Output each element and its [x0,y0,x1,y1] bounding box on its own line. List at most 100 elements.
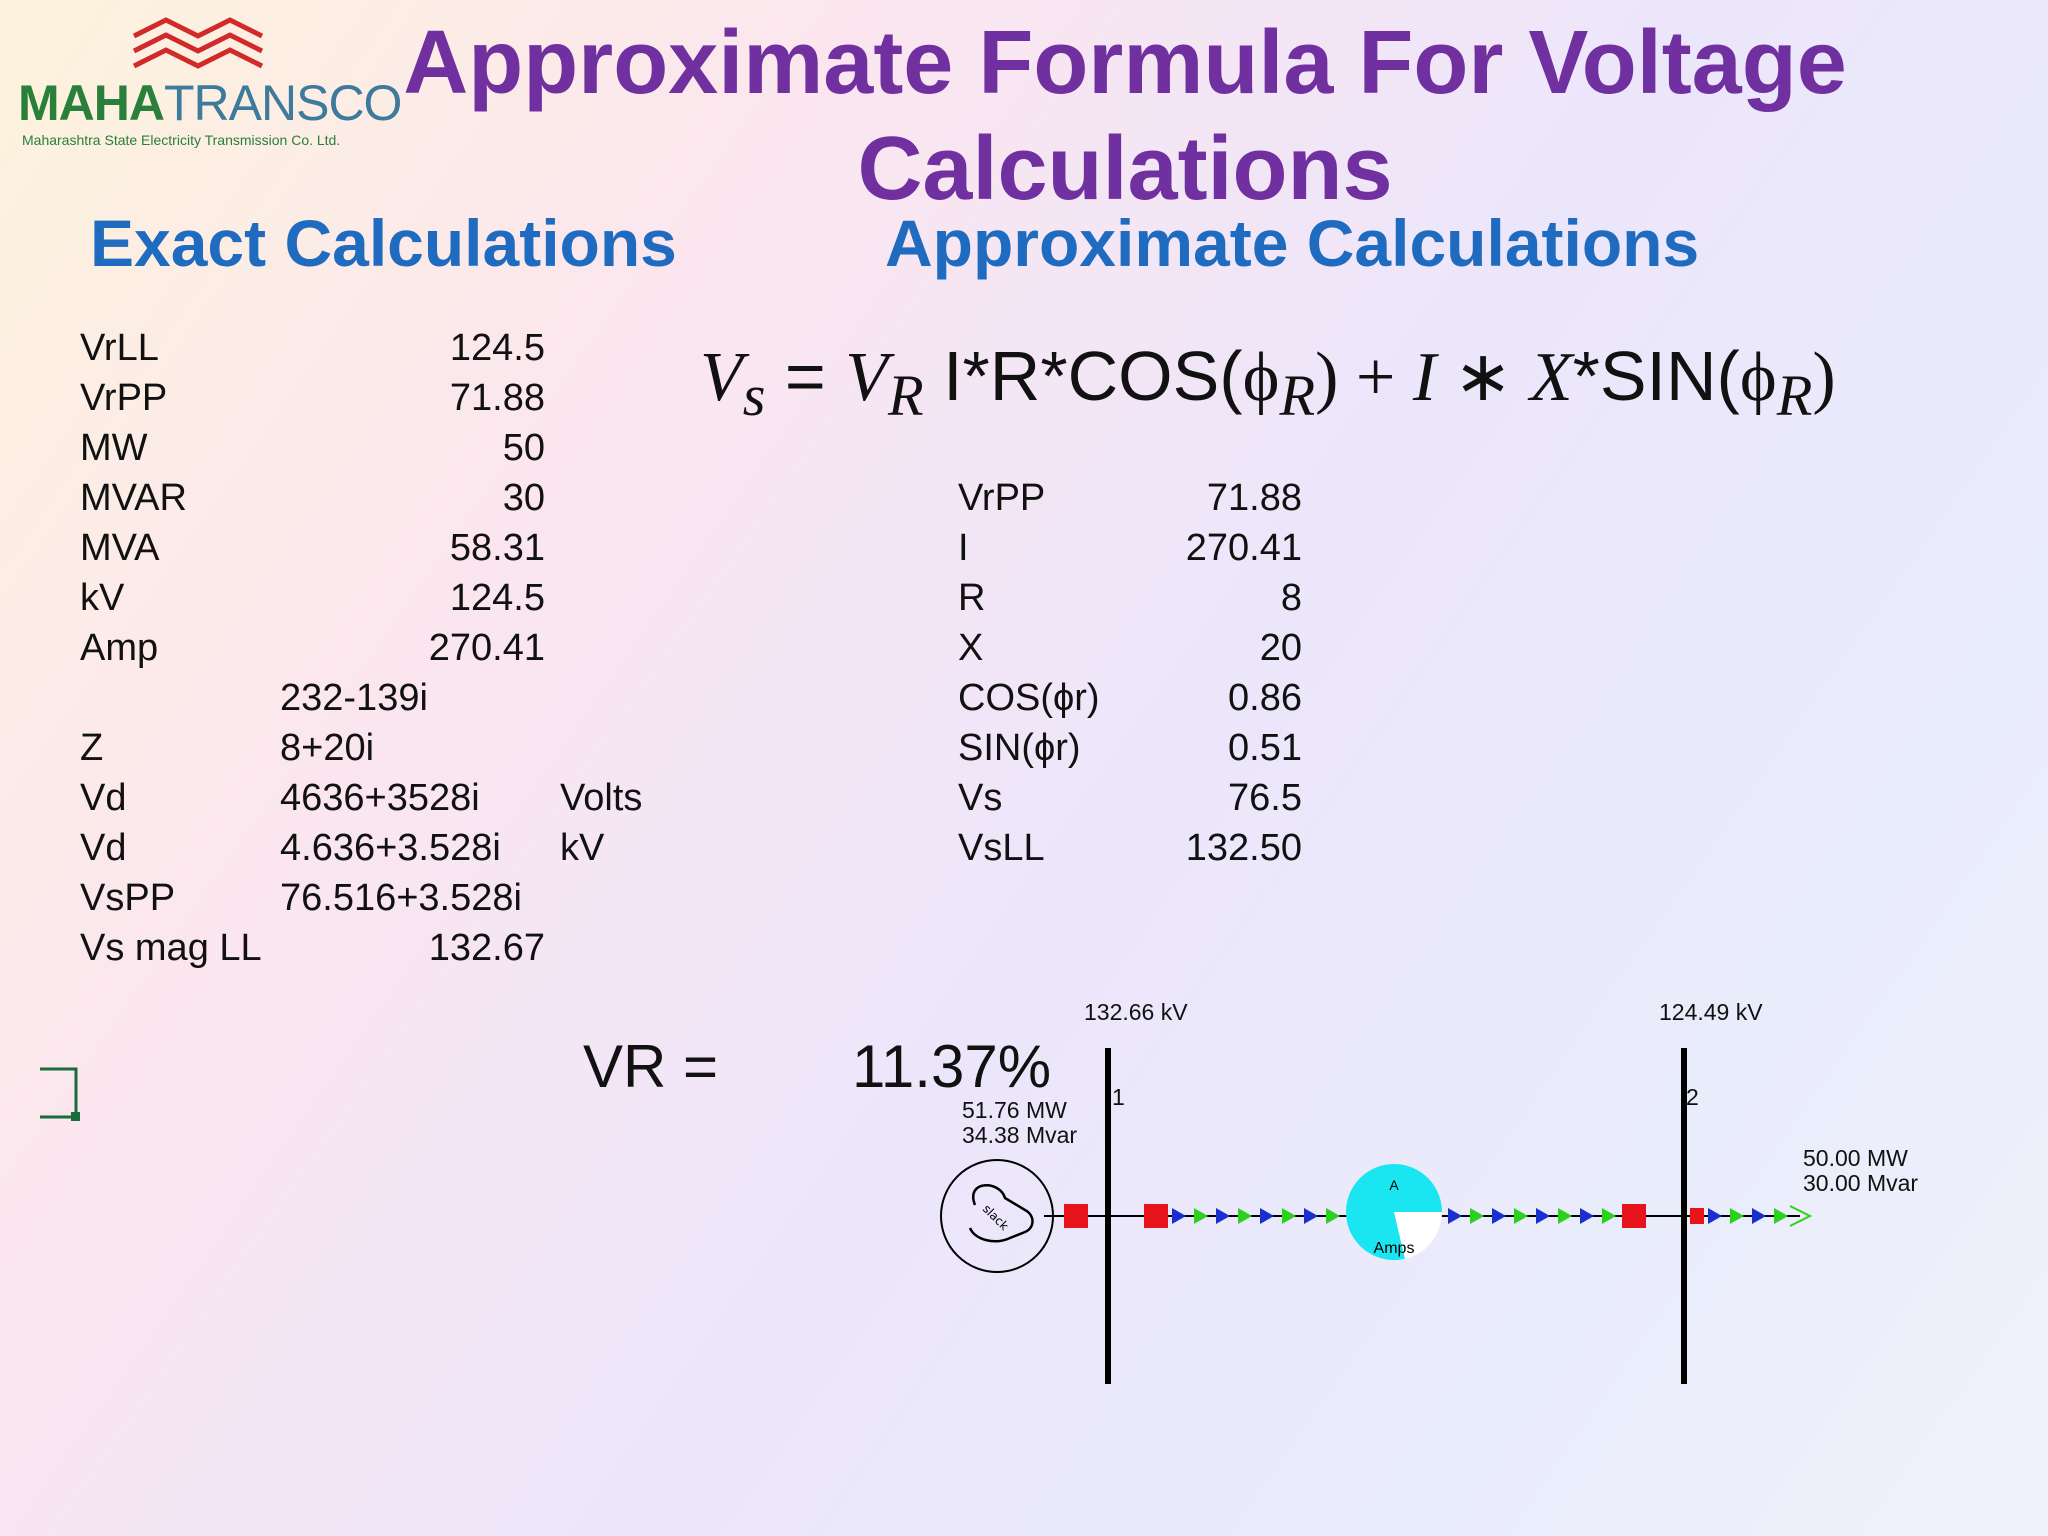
title-line-2: Calculations [857,119,1393,219]
ammeter-bottom-label: Amps [1374,1240,1415,1257]
exact-row-value: 270.41 [428,627,545,669]
exact-row-label: Vd [80,777,127,819]
approx-row-value: 270.41 [1185,527,1302,569]
logo: MAHATRANSCO Maharashtra State Electricit… [18,10,402,148]
approx-row-value: 76.5 [1228,777,1302,819]
formula-x: X [1529,339,1573,416]
bus1-voltage: 132.66 kV [1084,999,1188,1025]
approx-row-label: COS(ϕr) [958,677,1100,719]
exact-row-label: VrPP [80,377,168,419]
bus2-voltage: 124.49 kV [1659,999,1763,1025]
exact-row-label: Vd [80,827,127,869]
exact-row-value: 30 [502,477,545,519]
approx-row-label: I [958,527,969,569]
approx-table: VrPP 71.88 I 270.41 R 8 X 20 COS(ϕr) 0.86 SIN(ϕr) 0… [958,473,1358,883]
flow-arrow-icon [1304,1208,1318,1224]
flow-arrow-icon [1238,1208,1252,1224]
exact-row-label: MW [80,427,148,469]
exact-row-value: 124.5 [449,577,545,619]
exact-row-value: 50 [502,427,545,469]
logo-waves-icon [132,17,264,69]
flow-arrows [1172,1208,1788,1224]
exact-row-value: 76.516+3.528i [280,877,522,919]
exact-heading: Exact Calculations [90,206,677,280]
formula-vr: V [845,339,889,416]
exact-row-value: 4.636+3.528i [280,827,501,869]
flow-arrow-icon [1470,1208,1484,1224]
ammeter-top-label: A [1389,1177,1399,1193]
gen-mvar: 34.38 Mvar [962,1122,1078,1148]
flow-arrow-icon [1708,1208,1722,1224]
corner-bracket-icon [40,1067,80,1121]
ammeter-icon: A Amps [1346,1164,1443,1260]
formula-star: ∗ [1436,339,1530,416]
approx-row-value: 71.88 [1206,477,1302,519]
gen-mw: 51.76 MW [962,1097,1067,1123]
formula-part-3: *SIN( [1572,337,1740,415]
breaker-line-to[interactable] [1622,1204,1646,1228]
approx-row-value: 0.51 [1228,727,1302,769]
exact-row-label: kV [80,577,125,619]
flow-arrow-icon [1194,1208,1208,1224]
exact-row-value: 132.67 [428,927,545,969]
formula-equals: = [765,337,846,415]
bus1-number: 1 [1112,1084,1125,1110]
bus2-number: 2 [1686,1084,1699,1110]
exact-row-label: Z [80,727,104,769]
exact-table: VrLL 124.5 VrPP 71.88 MW 50 MVAR 30 MVA 58.31 kV 12… [80,323,720,983]
flow-arrow-icon [1558,1208,1572,1224]
flow-arrow-icon [1514,1208,1528,1224]
flow-arrow-icon [1752,1208,1766,1224]
formula-part-1: I*R*COS( [923,337,1243,415]
formula-phi: ϕ [1242,339,1280,416]
logo-tagline: Maharashtra State Electricity Transmissi… [22,132,341,148]
formula-vr-sub: R [888,363,924,428]
exact-row-value: 4636+3528i [280,777,480,819]
flow-arrow-icon [1774,1208,1788,1224]
flow-arrow-icon [1260,1208,1274,1224]
generator-label: slack [980,1202,1011,1233]
title-line-1: Approximate Formula For Voltage [403,13,1847,113]
load-mw: 50.00 MW [1803,1145,1908,1171]
flow-arrow-icon [1448,1208,1462,1224]
approx-row-label: VsLL [958,827,1045,869]
slide-title: Approximate Formula For Voltage Calculat… [230,10,2020,222]
flow-arrow-icon [1216,1208,1230,1224]
breaker-line-from[interactable] [1144,1204,1168,1228]
vr-label: VR = [583,1033,719,1100]
approx-row-label: Vs [958,777,1003,819]
exact-row-value: 8+20i [280,727,375,769]
flow-arrow-icon [1602,1208,1616,1224]
exact-row-unit: kV [560,827,605,869]
breaker-gen[interactable] [1064,1204,1088,1228]
approx-row-label: X [958,627,984,669]
flow-arrow-icon [1536,1208,1550,1224]
approx-row-value: 8 [1280,577,1302,619]
generator-icon: slack [940,1159,1054,1273]
exact-row-label: Amp [80,627,159,669]
load-arrow-icon [1789,1205,1813,1227]
approx-row-value: 132.50 [1185,827,1302,869]
vs-formula: Vs = VR I*R*COS(ϕR) + I ∗ X*SIN(ϕR) [700,335,1836,429]
exact-row-label: MVA [80,527,160,569]
breaker-load[interactable] [1690,1208,1704,1224]
exact-row-value: 124.5 [449,327,545,369]
formula-vs-sub: s [742,363,766,428]
logo-name: MAHATRANSCO [18,75,402,131]
load-mvar: 30.00 Mvar [1803,1170,1919,1196]
vr-value: 11.37% [852,1033,1052,1100]
exact-row-label: VsPP [80,877,176,919]
formula-part-2: ) + [1315,339,1413,416]
exact-row-label: VrLL [80,327,159,369]
formula-close: ) [1812,339,1836,416]
flow-arrow-icon [1282,1208,1296,1224]
flow-arrow-icon [1326,1208,1340,1224]
flow-arrow-icon [1730,1208,1744,1224]
formula-phi-sub: R [1279,363,1316,428]
formula-i: I [1412,339,1437,416]
exact-row-label: Vs mag LL [80,927,262,969]
flow-arrow-icon [1492,1208,1506,1224]
flow-arrow-icon [1172,1208,1186,1224]
formula-phi-2: ϕ [1739,339,1777,416]
